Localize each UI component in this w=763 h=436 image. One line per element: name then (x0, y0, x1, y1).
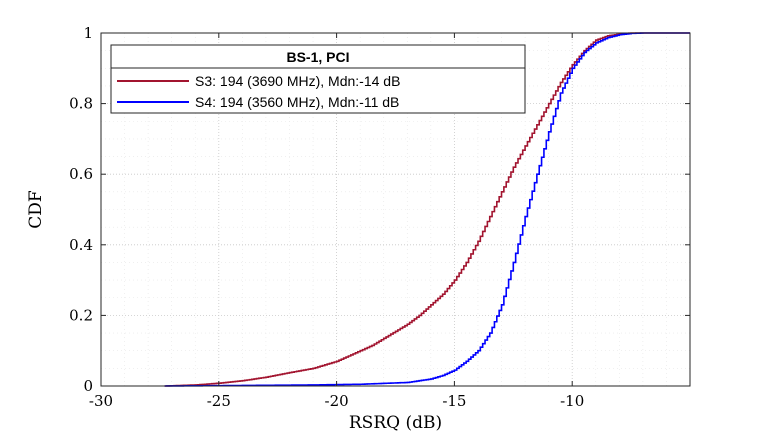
y-tick-label-2: 0.4 (69, 236, 93, 254)
ticks (100, 32, 690, 387)
y-axis-title: CDF (26, 190, 46, 229)
x-axis-title: RSRQ (dB) (349, 413, 442, 433)
series-group (164, 32, 690, 387)
x-tick-label-2: -20 (325, 392, 349, 410)
y-tick-label-5: 1 (83, 24, 93, 42)
y-tick-label-1: 0.2 (69, 306, 93, 324)
legend-label-s3: S3: 194 (3690 MHz), Mdn:-14 dB (195, 73, 400, 89)
x-tick-label-1: -25 (207, 392, 231, 410)
legend-label-s4: S4: 194 (3560 MHz), Mdn:-11 dB (195, 94, 399, 110)
x-tick-label-4: -10 (560, 392, 584, 410)
legend-title: BS-1, PCI (286, 49, 349, 65)
x-tick-label-0: -30 (89, 392, 113, 410)
series-line-s3 (164, 32, 690, 387)
legend: BS-1, PCI S3: 194 (3690 MHz), Mdn:-14 dB… (110, 44, 526, 114)
y-tick-label-4: 0.8 (69, 95, 93, 113)
y-tick-label-3: 0.6 (69, 165, 93, 183)
tick-labels: -30 -25 -20 -15 -10 0 0.2 0.4 0.6 0.8 1 (69, 24, 584, 410)
series-line-s4 (164, 32, 690, 387)
x-tick-label-3: -15 (442, 392, 466, 410)
plot-frame (100, 32, 691, 387)
y-tick-label-0: 0 (83, 377, 93, 395)
